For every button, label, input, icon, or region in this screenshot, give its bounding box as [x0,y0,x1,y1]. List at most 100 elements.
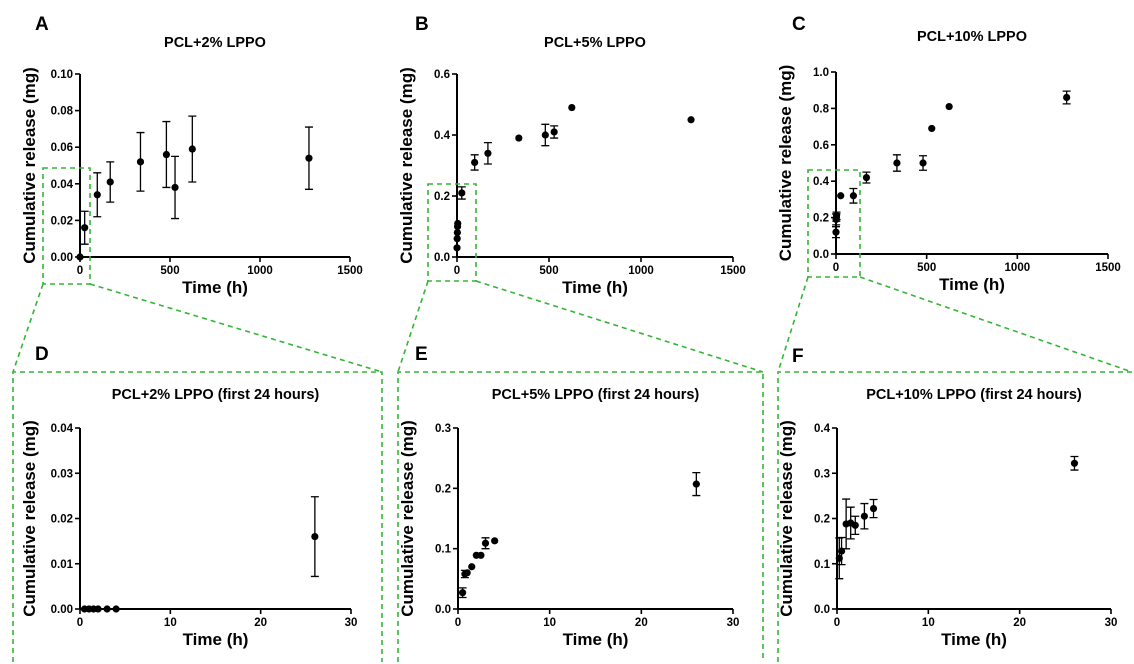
x-tick-label: 500 [539,265,558,277]
data-point [541,131,549,139]
data-point [458,189,466,197]
panel-letter: D [35,344,49,365]
data-point [919,159,927,167]
panel-a: A PCL+2% LPPO 0 500 1000 1500 0.00 0.02 0.04 0.06… [20,14,363,297]
data-point [481,539,490,547]
data-point [305,154,313,162]
x-tick-label: 1000 [1005,262,1031,274]
data-point [692,480,700,488]
y-tick-label: 0.06 [51,142,73,154]
data-point [81,224,89,232]
chart-title: PCL+2% LPPO (first 24 hours) [112,387,320,403]
y-tick-label: 0.08 [51,106,74,118]
data-point [1063,93,1071,102]
data-point [851,521,859,529]
y-tick-label: 0.0 [434,252,450,264]
x-tick-label: 500 [160,265,179,277]
y-tick-label: 0.2 [434,191,450,203]
x-axis-label: Time (h) [562,278,628,297]
x-tick-label: 0 [455,617,461,629]
x-tick-label: 10 [922,617,935,629]
x-axis-label: Time (h) [939,275,1005,294]
data-point [928,124,936,133]
y-tick-label: 0.2 [814,514,830,526]
data-point [453,235,461,243]
y-tick-label: 1.0 [813,67,829,79]
data-point [93,191,101,199]
x-tick-label: 1500 [337,265,363,277]
data-point [477,551,485,559]
x-axis-label: Time (h) [183,630,249,649]
chart-title: PCL+10% LPPO [917,29,1027,45]
data-point [849,192,858,200]
x-tick-label: 0 [454,265,460,277]
y-tick-label: 0.6 [434,69,450,81]
y-tick-label: 0.03 [51,468,73,480]
data-point [453,244,461,252]
panel-letter: B [415,14,429,35]
x-axis-label: Time (h) [563,630,629,649]
panel-letter: F [792,346,804,367]
x-tick-label: 0 [77,265,83,277]
data-point [171,183,179,192]
y-axis-label: Cumulative release (mg) [776,65,795,262]
x-axis-label: Time (h) [182,278,248,297]
y-tick-label: 0.4 [814,423,831,435]
panel-b: B PCL+5% LPPO 0 500 1000 1500 0.0 0.2 0.4 0.6 Time… [397,14,746,297]
y-tick-label: 0.4 [434,130,451,142]
x-tick-label: 1500 [720,265,746,277]
panel-letter: E [415,344,428,365]
y-tick-label: 0.04 [51,423,74,435]
y-tick-label: 0.3 [435,423,451,435]
data-point [311,533,319,541]
x-tick-label: 20 [1013,617,1026,629]
data-point [468,563,476,571]
zoom-connector-a [12,283,383,373]
x-tick-label: 0 [833,262,839,274]
panel-letter: C [792,14,806,35]
y-tick-label: 0.00 [51,252,73,264]
data-point [103,605,111,613]
data-point [106,178,114,186]
y-axis-label: Cumulative release (mg) [20,67,39,264]
zoom-connector-c [777,276,1133,373]
data-point [453,229,461,237]
data-point [568,103,576,112]
y-tick-label: 0.4 [813,176,830,188]
data-point [458,589,467,597]
chart-title: PCL+2% LPPO [164,35,266,51]
panel-c: C PCL+10% LPPO 0 500 1000 1500 0.0 0.2 0.4 0.6 0.8… [776,14,1121,294]
y-tick-label: 0.0 [814,604,830,616]
x-tick-label: 1000 [247,265,273,277]
x-tick-label: 1500 [1095,262,1121,274]
y-tick-label: 0.2 [435,483,451,495]
y-tick-label: 0.02 [51,215,73,227]
y-tick-label: 0.1 [814,559,831,571]
y-tick-label: 0.01 [51,559,74,571]
x-tick-label: 10 [164,617,177,629]
zoom-frame-f [777,371,1132,662]
data-point [471,158,479,167]
chart-title: PCL+10% LPPO (first 24 hours) [866,387,1082,403]
zoom-frame-e [397,371,764,662]
data-point [94,605,102,613]
x-tick-label: 10 [543,617,556,629]
data-point [1070,459,1079,467]
data-point [869,504,878,513]
data-point [687,116,695,124]
y-axis-label: Cumulative release (mg) [777,420,796,617]
data-point [515,134,523,142]
y-tick-label: 0.1 [435,544,452,556]
data-point [860,512,869,520]
data-point [162,150,170,159]
zoom-connector-b [397,280,764,373]
data-point [454,219,462,228]
data-point [484,149,492,157]
panel-e: E PCL+5% LPPO (first 24 hours) 0 10 20 30 0.0 0… [398,344,739,649]
data-point [832,228,840,236]
data-point [112,605,120,613]
x-tick-label: 500 [917,262,936,274]
y-axis-label: Cumulative release (mg) [20,420,39,617]
x-axis-label: Time (h) [941,630,1007,649]
